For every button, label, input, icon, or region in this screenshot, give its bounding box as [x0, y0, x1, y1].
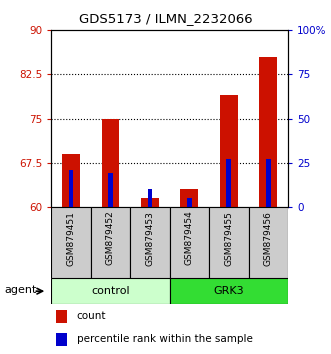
Text: agent: agent: [4, 285, 36, 295]
Text: control: control: [91, 286, 130, 296]
Bar: [249, 207, 288, 278]
Text: GRK3: GRK3: [213, 286, 244, 296]
Bar: [51, 207, 91, 278]
Text: GSM879454: GSM879454: [185, 211, 194, 266]
Bar: [91, 207, 130, 278]
Bar: [226, 159, 231, 207]
Bar: [62, 154, 80, 207]
Bar: [260, 57, 277, 207]
Bar: [266, 159, 271, 207]
Bar: [51, 278, 169, 304]
Bar: [148, 189, 152, 207]
Bar: [187, 198, 192, 207]
Text: GSM879452: GSM879452: [106, 211, 115, 266]
Bar: [108, 173, 113, 207]
Bar: [69, 170, 73, 207]
Bar: [56, 310, 68, 323]
Text: GSM879456: GSM879456: [264, 211, 273, 266]
Bar: [56, 333, 68, 346]
Bar: [141, 198, 159, 207]
Bar: [209, 207, 249, 278]
Text: GSM879453: GSM879453: [145, 211, 155, 266]
Text: GDS5173 / ILMN_2232066: GDS5173 / ILMN_2232066: [79, 12, 252, 25]
Bar: [180, 189, 198, 207]
Text: GSM879455: GSM879455: [224, 211, 233, 266]
Bar: [130, 207, 169, 278]
Bar: [220, 95, 238, 207]
Bar: [102, 119, 119, 207]
Text: GSM879451: GSM879451: [67, 211, 75, 266]
Bar: [169, 278, 288, 304]
Text: count: count: [77, 312, 106, 321]
Text: percentile rank within the sample: percentile rank within the sample: [77, 335, 253, 344]
Bar: [169, 207, 209, 278]
